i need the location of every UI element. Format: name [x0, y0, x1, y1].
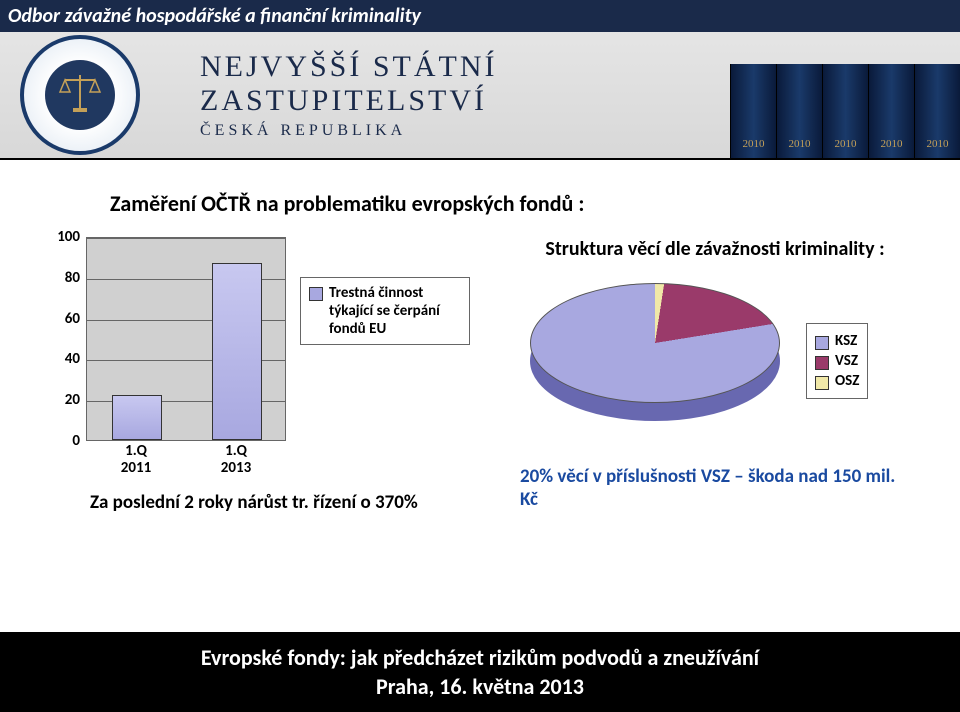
pie-chart-title: Struktura věcí dle závažnosti kriminalit…	[520, 237, 910, 261]
bar-ytick: 80	[65, 269, 80, 287]
legend-swatch	[815, 336, 829, 350]
bar-xlabel: 1.Q2011	[86, 443, 186, 477]
footer-line2: Praha, 16. května 2013	[0, 673, 960, 702]
department-title: Odbor závažné hospodářské a finanční kri…	[0, 0, 960, 32]
pie-chart-legend: KSZ VSZ OSZ	[806, 323, 868, 399]
charts-row: 020406080100 1.Q20111.Q2013 Trestná činn…	[50, 237, 910, 514]
pie-legend-label: KSZ	[835, 332, 857, 350]
pie-legend-label: OSZ	[835, 372, 859, 390]
bar-xlabel: 1.Q2013	[186, 443, 286, 477]
institution-line3: ČESKÁ REPUBLIKA	[200, 122, 498, 140]
bar-legend-label: Trestná činnost týkající se čerpání fond…	[329, 284, 461, 338]
books-background: 2010 2010 2010 2010 2010	[730, 64, 960, 158]
pie-chart-wrap: KSZ VSZ OSZ	[520, 271, 910, 451]
slide-footer: Evropské fondy: jak předcházet rizikům p…	[0, 632, 960, 712]
slide-content: Zaměření OČTŘ na problematiku evropských…	[0, 160, 960, 514]
bar	[212, 263, 262, 440]
legend-swatch	[815, 356, 829, 370]
pie-legend-row: KSZ	[815, 332, 859, 350]
bar-chart-column: 020406080100 1.Q20111.Q2013 Trestná činn…	[50, 237, 490, 514]
main-heading: Zaměření OČTŘ na problematiku evropských…	[110, 190, 910, 217]
pie-chart-caption: 20% věcí v příslušnosti VSZ – škoda nad …	[520, 465, 910, 511]
bar-ytick: 20	[65, 391, 80, 409]
bar-ytick: 100	[57, 228, 80, 246]
bar	[112, 395, 162, 440]
institution-line2: ZASTUPITELSTVÍ	[200, 84, 498, 118]
pie-legend-row: VSZ	[815, 352, 859, 370]
legend-swatch	[815, 376, 829, 390]
pie-legend-row: OSZ	[815, 372, 859, 390]
institution-line1: NEJVYŠŠÍ STÁTNÍ	[200, 50, 498, 84]
footer-line1: Evropské fondy: jak předcházet rizikům p…	[0, 644, 960, 673]
bar-ytick: 60	[65, 310, 80, 328]
seal-logo	[20, 35, 140, 155]
institution-name: NEJVYŠŠÍ STÁTNÍ ZASTUPITELSTVÍ ČESKÁ REP…	[200, 50, 498, 140]
bar-chart-legend: Trestná činnost týkající se čerpání fond…	[300, 277, 470, 345]
header-banner: Odbor závažné hospodářské a finanční kri…	[0, 0, 960, 160]
pie-chart	[520, 271, 790, 451]
legend-swatch	[309, 287, 323, 301]
bar-chart-caption: Za poslední 2 roky nárůst tr. řízení o 3…	[90, 491, 490, 514]
bar-ytick: 40	[65, 350, 80, 368]
banner-body: NEJVYŠŠÍ STÁTNÍ ZASTUPITELSTVÍ ČESKÁ REP…	[0, 32, 960, 158]
pie-chart-column: Struktura věcí dle závažnosti kriminalit…	[520, 237, 910, 511]
bar-chart: 020406080100 1.Q20111.Q2013 Trestná činn…	[50, 237, 490, 477]
bar-ytick: 0	[72, 432, 80, 450]
pie-legend-label: VSZ	[835, 352, 858, 370]
